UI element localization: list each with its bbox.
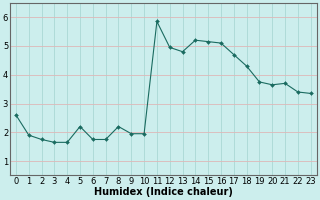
- X-axis label: Humidex (Indice chaleur): Humidex (Indice chaleur): [94, 187, 233, 197]
